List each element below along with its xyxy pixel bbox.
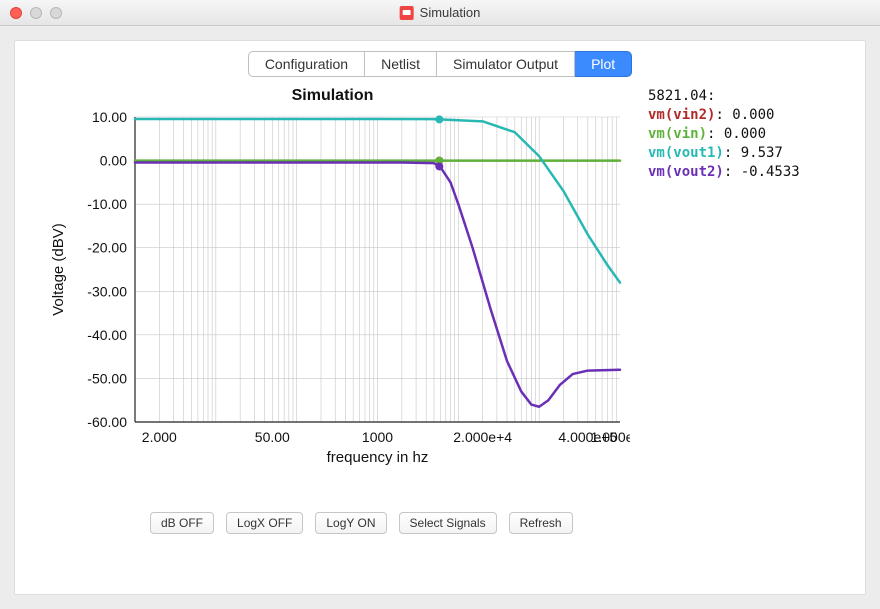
svg-text:-20.00: -20.00 (87, 240, 127, 256)
svg-text:2.000: 2.000 (142, 429, 177, 445)
readout-sep: : (724, 164, 741, 180)
svg-text:50.00: 50.00 (255, 429, 290, 445)
window-body: Configuration Netlist Simulator Output P… (14, 40, 866, 595)
svg-text:0.00: 0.00 (100, 153, 127, 169)
readout-row: vm(vout1): 9.537 (648, 144, 800, 163)
titlebar: Simulation (0, 0, 880, 26)
close-icon[interactable] (10, 7, 22, 19)
plot-svg[interactable]: 10.00 0.00 -10.00 -20.00 -30.00 -40.00 -50.00 -… (35, 107, 630, 477)
cursor-readout: 5821.04: vm(vin2): 0.000vm(vin): 0.000vm… (648, 87, 800, 534)
svg-text:2.000e+4: 2.000e+4 (453, 429, 512, 445)
window-title: Simulation (400, 5, 481, 20)
window-controls (10, 7, 62, 19)
readout-sep: : (724, 145, 741, 161)
cursor-x-value: 5821.04: (648, 87, 800, 106)
tab-configuration[interactable]: Configuration (248, 51, 365, 77)
readout-label: vm(vin) (648, 126, 707, 142)
svg-text:-30.00: -30.00 (87, 283, 127, 299)
svg-text:Voltage (dBV): Voltage (dBV) (50, 223, 67, 316)
plot-title: Simulation (35, 87, 630, 105)
plot-controls: dB OFF LogX OFF LogY ON Select Signals R… (150, 512, 630, 534)
zoom-icon[interactable] (50, 7, 62, 19)
svg-text:1000: 1000 (362, 429, 393, 445)
svg-text:-40.00: -40.00 (87, 327, 127, 343)
readout-value: 9.537 (741, 145, 783, 161)
readout-label: vm(vout1) (648, 145, 724, 161)
tab-bar: Configuration Netlist Simulator Output P… (15, 51, 865, 77)
svg-text:1.000e+6: 1.000e+6 (591, 429, 630, 445)
svg-text:10.00: 10.00 (92, 109, 127, 125)
svg-text:-10.00: -10.00 (87, 196, 127, 212)
svg-text:-50.00: -50.00 (87, 370, 127, 386)
window-title-text: Simulation (420, 5, 481, 20)
minimize-icon[interactable] (30, 7, 42, 19)
app-icon (400, 6, 414, 20)
readout-sep: : (707, 126, 724, 142)
readout-value: -0.4533 (741, 164, 800, 180)
tab-simulator-output[interactable]: Simulator Output (437, 51, 575, 77)
readout-label: vm(vin2) (648, 107, 715, 123)
readout-value: 0.000 (732, 107, 774, 123)
readout-row: vm(vin): 0.000 (648, 125, 800, 144)
readout-row: vm(vout2): -0.4533 (648, 163, 800, 182)
tab-netlist[interactable]: Netlist (365, 51, 437, 77)
db-toggle-button[interactable]: dB OFF (150, 512, 214, 534)
svg-text:frequency in hz: frequency in hz (327, 449, 429, 466)
select-signals-button[interactable]: Select Signals (399, 512, 497, 534)
refresh-button[interactable]: Refresh (509, 512, 573, 534)
readout-value: 0.000 (724, 126, 766, 142)
logy-toggle-button[interactable]: LogY ON (315, 512, 386, 534)
logx-toggle-button[interactable]: LogX OFF (226, 512, 303, 534)
svg-text:-60.00: -60.00 (87, 414, 127, 430)
readout-row: vm(vin2): 0.000 (648, 106, 800, 125)
plot-area[interactable]: Simulation 10.00 0.00 -10.00 -20.00 -30.00 -4… (35, 83, 630, 534)
tab-plot[interactable]: Plot (575, 51, 632, 77)
readout-sep: : (715, 107, 732, 123)
readout-label: vm(vout2) (648, 164, 724, 180)
